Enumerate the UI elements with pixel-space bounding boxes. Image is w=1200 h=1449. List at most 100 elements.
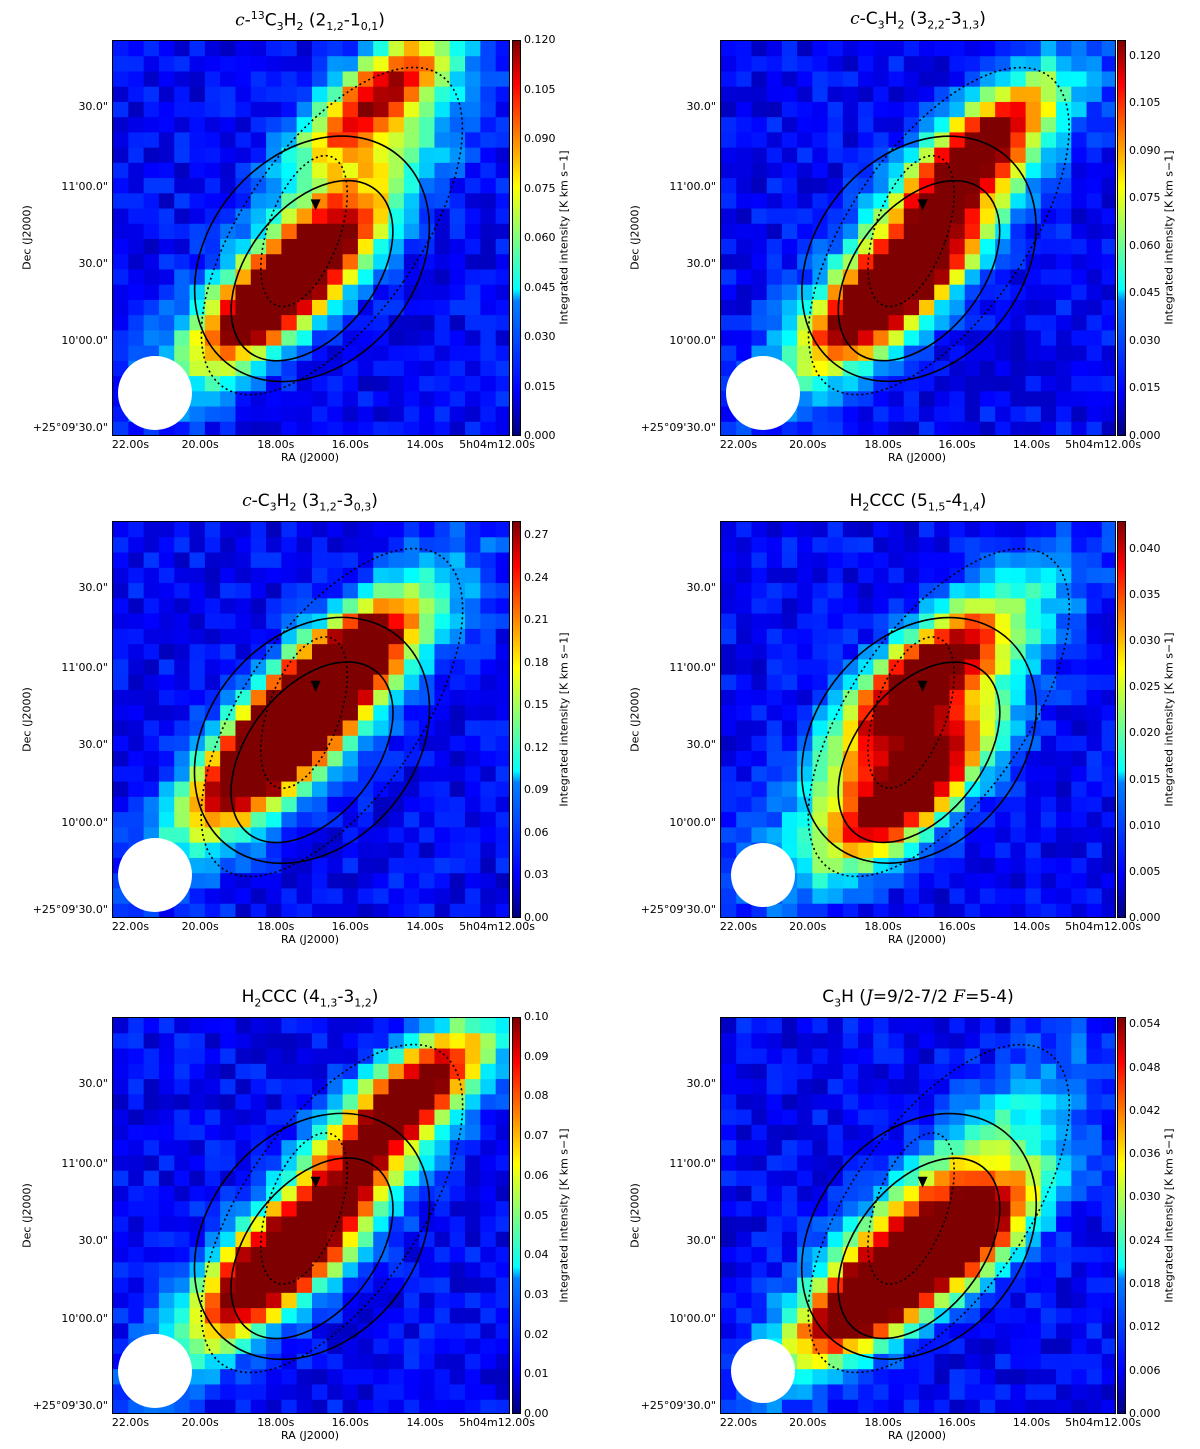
map-pixel (204, 1079, 221, 1095)
map-pixel (312, 796, 328, 813)
x-tick-label: 22.00s (111, 920, 150, 933)
map-pixel (1071, 644, 1088, 661)
map-pixel (766, 598, 783, 615)
map-pixel (220, 1231, 237, 1248)
map-pixel (296, 751, 313, 767)
map-pixel (842, 162, 859, 179)
map-pixel (781, 796, 798, 813)
map-pixel (979, 132, 996, 149)
map-pixel (1040, 1079, 1057, 1095)
map-pixel (373, 796, 390, 813)
map-pixel (419, 254, 436, 271)
map-pixel (373, 873, 390, 890)
map-pixel (174, 812, 191, 828)
map-pixel (812, 254, 829, 271)
colorbar-tick-label: 0.000 (524, 429, 556, 442)
map-pixel (449, 269, 466, 286)
map-pixel (964, 1338, 981, 1355)
map-pixel (266, 598, 282, 615)
y-tick-label: +25°09'30.0" (32, 903, 108, 917)
map-pixel (1071, 254, 1088, 271)
map-pixel (721, 705, 737, 722)
map-pixel (721, 689, 737, 706)
map-pixel (266, 1262, 282, 1279)
map-pixel (357, 1048, 374, 1065)
map-pixel (480, 1018, 497, 1034)
map-pixel (888, 1079, 905, 1095)
y-tick-label: 30.0" (686, 256, 716, 270)
map-pixel (403, 147, 420, 164)
map-pixel (250, 644, 267, 661)
map-pixel (434, 781, 451, 798)
map-pixel (797, 178, 813, 194)
map-pixel (419, 117, 436, 133)
map-pixel (858, 86, 874, 103)
map-pixel (873, 1216, 890, 1233)
map-pixel (449, 239, 466, 255)
map-pixel (964, 1277, 981, 1294)
map-pixel (751, 193, 768, 210)
map-pixel (1040, 766, 1057, 783)
map-pixel (465, 1323, 481, 1340)
map-pixel (812, 1033, 829, 1050)
map-pixel (888, 1399, 905, 1413)
map-pixel (1010, 56, 1027, 73)
map-pixel (357, 873, 374, 890)
map-pixel (888, 888, 905, 905)
map-pixel (888, 132, 905, 149)
map-pixel (1056, 1277, 1072, 1294)
map-pixel (296, 1170, 313, 1187)
map-pixel (979, 766, 996, 783)
map-pixel (797, 1338, 813, 1355)
map-pixel (220, 56, 237, 73)
map-pixel (296, 41, 313, 57)
x-axis-label: RA (J2000) (281, 451, 340, 464)
map-pixel (827, 56, 844, 73)
map-pixel (842, 628, 859, 645)
map-pixel (327, 1201, 344, 1218)
map-pixel (1025, 101, 1042, 118)
map-pixel (128, 537, 145, 554)
map-pixel (113, 735, 129, 752)
map-pixel (403, 421, 420, 435)
map-pixel (312, 1048, 328, 1065)
map-pixel (403, 903, 420, 917)
map-pixel (266, 873, 282, 890)
colorbar-label: Integrated intensity [K km s−1] (1162, 150, 1176, 325)
map-pixel (858, 873, 874, 890)
map-pixel (495, 552, 509, 569)
map-pixel (1040, 644, 1057, 661)
map-pixel (751, 705, 768, 722)
map-pixel (373, 421, 390, 435)
map-pixel (158, 1155, 175, 1172)
map-pixel (934, 345, 951, 362)
map-pixel (1101, 193, 1115, 210)
map-pixel (858, 269, 874, 286)
map-pixel (781, 178, 798, 194)
map-pixel (827, 117, 844, 133)
map-pixel (1010, 132, 1027, 149)
map-pixel (204, 1323, 221, 1340)
map-pixel (281, 1094, 298, 1111)
y-tick-label: +25°09'30.0" (640, 1399, 716, 1413)
map-pixel (174, 613, 191, 630)
map-pixel (827, 628, 844, 645)
map-pixel (858, 842, 874, 859)
map-pixel (1056, 1170, 1072, 1187)
map-pixel (189, 644, 206, 661)
map-pixel (873, 1079, 890, 1095)
map-pixel (281, 689, 298, 706)
map-pixel (296, 827, 313, 844)
map-pixel (979, 315, 996, 331)
map-pixel (373, 628, 390, 645)
map-pixel (388, 269, 405, 286)
panel-title: H2CCC (41,3-31,2) (241, 987, 379, 1010)
map-pixel (1101, 1185, 1115, 1202)
map-pixel (858, 1140, 874, 1157)
map-pixel (827, 147, 844, 164)
map-pixel (1025, 888, 1042, 905)
map-pixel (751, 1185, 768, 1202)
map-pixel (296, 1262, 313, 1279)
map-pixel (296, 644, 313, 661)
map-pixel (128, 71, 145, 88)
